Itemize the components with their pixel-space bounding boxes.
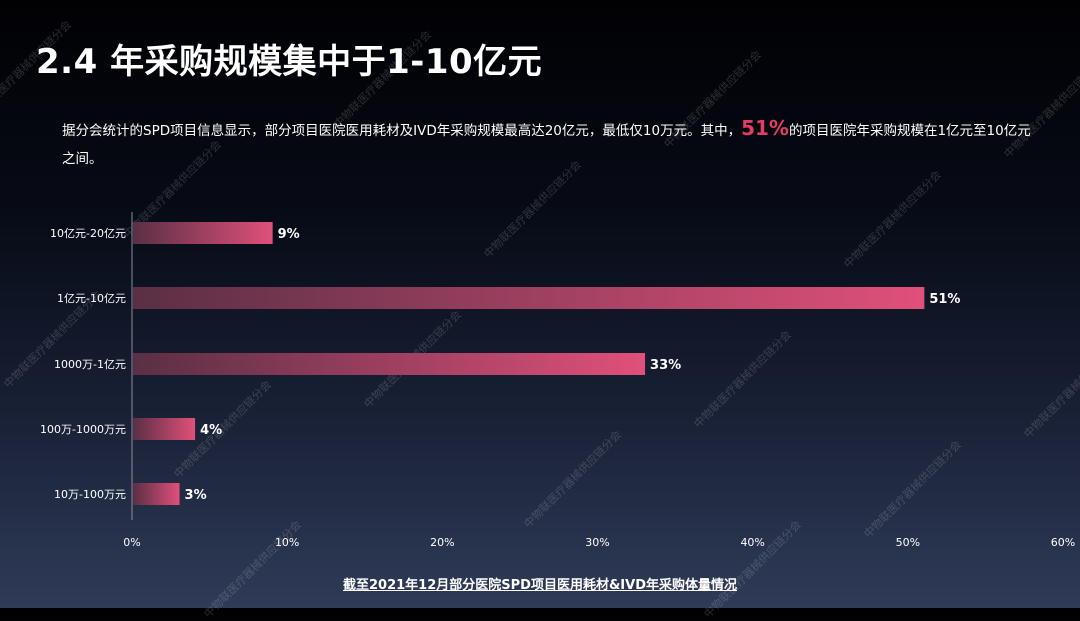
description-highlight: 51% xyxy=(741,116,789,140)
bar xyxy=(133,222,273,244)
x-tick-label: 40% xyxy=(740,536,764,549)
data-label: 9% xyxy=(278,227,300,242)
x-tick-label: 50% xyxy=(896,536,920,549)
page-title: 2.4 年采购规模集中于1-10亿元 xyxy=(36,42,543,82)
category-label: 100万-1000万元 xyxy=(40,423,126,436)
category-label: 1亿元-10亿元 xyxy=(57,292,126,305)
data-label: 4% xyxy=(200,423,222,438)
bar xyxy=(133,353,646,375)
x-tick-label: 10% xyxy=(275,536,299,549)
description-text-before: 据分会统计的SPD项目信息显示，部分项目医院医用耗材及IVD年采购规模最高达20… xyxy=(62,123,742,139)
category-label: 10万-100万元 xyxy=(54,488,126,501)
x-tick-label: 60% xyxy=(1051,536,1075,549)
x-tick-label: 0% xyxy=(123,536,140,549)
x-tick-label: 30% xyxy=(585,536,609,549)
description-text-after: 的项目医院年采购规模在1亿元至10亿元之间。 xyxy=(62,123,1031,167)
chart-caption: 截至2021年12月部分医院SPD项目医用耗材&IVD年采购体量情况 xyxy=(343,578,737,593)
description: 据分会统计的SPD项目信息显示，部分项目医院医用耗材及IVD年采购规模最高达20… xyxy=(62,114,1042,173)
x-tick-label: 20% xyxy=(430,536,454,549)
bar xyxy=(133,483,180,505)
data-label: 33% xyxy=(650,358,681,373)
bar xyxy=(133,418,196,440)
bar-chart: 10亿元-20亿元 9% 1亿元-10亿元 51% 1000万-1亿元 33% 100万-1… xyxy=(40,212,1075,549)
category-label: 10亿元-20亿元 xyxy=(50,227,126,240)
category-label: 1000万-1亿元 xyxy=(54,358,126,371)
bar xyxy=(133,287,925,309)
data-label: 51% xyxy=(929,292,960,307)
data-label: 3% xyxy=(185,488,207,503)
